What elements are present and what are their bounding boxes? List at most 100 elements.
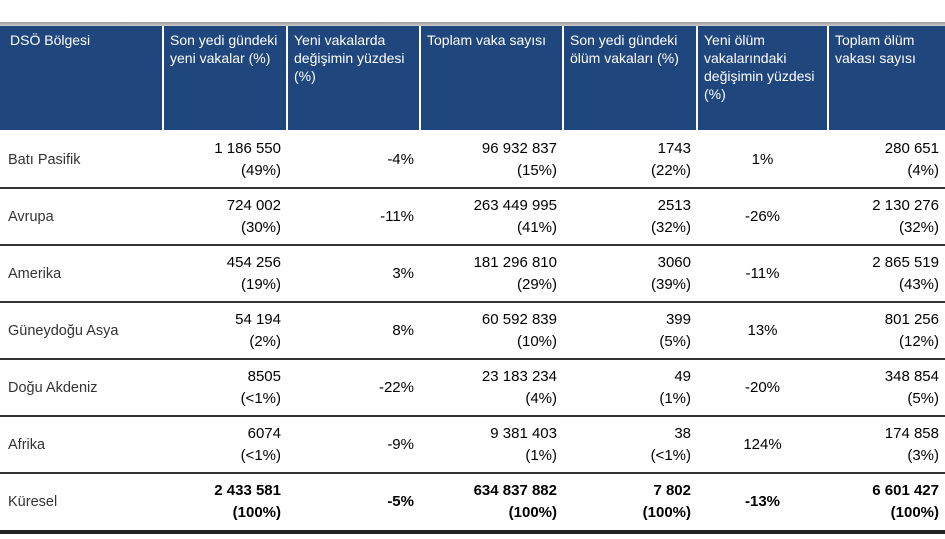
cell-death-change: 13% (697, 302, 828, 360)
change-value: -22% (378, 378, 414, 396)
table-row: Amerika 454 256 (19%) 3% 181 296 810 (29%) 306… (0, 245, 945, 303)
region-value: Güneydoğu Asya (8, 322, 119, 339)
cell-death-change: -11% (697, 245, 828, 303)
table-row: Batı Pasifik 1 186 550 (49%) -4% 96 932 837 (… (0, 130, 945, 189)
cell-region: Afrika (0, 416, 163, 474)
table-row: Güneydoğu Asya 54 194 (2%) 8% 60 592 839 (10%… (0, 302, 945, 360)
region-value: Avrupa (8, 208, 54, 225)
death-change-value: 1% (751, 150, 774, 168)
table-row: Doğu Akdeniz 8505 (<1%) -22% 23 183 234 (4%) 4… (0, 359, 945, 417)
total-deaths-pct-value: (4%) (907, 161, 939, 179)
deaths-pct-value: (5%) (659, 332, 691, 350)
change-value: 8% (392, 321, 414, 339)
cell-deaths: 49 (1%) (563, 359, 697, 417)
total-deaths-pct-value: (32%) (898, 218, 939, 236)
cell-death-change: 124% (697, 416, 828, 474)
region-value: Afrika (8, 436, 46, 453)
cell-region: Güneydoğu Asya (0, 302, 163, 360)
column-header: Son yedi gündeki yeni vakalar (%) (162, 26, 287, 131)
cell-total-deaths: 2 130 276 (32%) (828, 188, 945, 246)
death-change-value: -26% (744, 207, 781, 225)
deaths-pct-value: (39%) (650, 275, 691, 293)
total-cases-pct-value: (4%) (525, 389, 557, 407)
total-cases-value: 263 449 995 (473, 196, 557, 214)
change-value: -5% (387, 493, 414, 510)
column-header: Yeni vakalarda değişimin yüzdesi (%) (286, 26, 420, 131)
cell-new-cases: 1 186 550 (49%) (163, 130, 287, 189)
cell-total-cases: 96 932 837 (15%) (420, 130, 563, 189)
cell-change: 3% (287, 245, 420, 303)
cell-new-cases: 724 002 (30%) (163, 188, 287, 246)
new-cases-value: 6074 (247, 424, 281, 442)
cell-total-deaths: 280 651 (4%) (828, 130, 945, 189)
total-cases-value: 634 837 882 (473, 482, 557, 499)
cell-change: 8% (287, 302, 420, 360)
cell-deaths: 2513 (32%) (563, 188, 697, 246)
total-cases-value: 60 592 839 (481, 310, 557, 328)
cell-new-cases: 6074 (<1%) (163, 416, 287, 474)
total-cases-value: 23 183 234 (481, 367, 557, 385)
cell-change: -11% (287, 188, 420, 246)
total-cases-pct-value: (15%) (516, 161, 557, 179)
cell-death-change: -26% (697, 188, 828, 246)
deaths-value: 7 802 (653, 482, 691, 499)
deaths-value: 1743 (657, 139, 691, 157)
cell-new-cases: 2 433 581 (100%) (163, 473, 287, 534)
total-cases-value: 181 296 810 (473, 253, 557, 271)
total-deaths-value: 801 256 (884, 310, 939, 328)
total-deaths-pct-value: (100%) (890, 504, 939, 521)
column-header: Yeni ölüm vakalarındaki değişimin yüzdes… (696, 26, 828, 131)
new-cases-value: 8505 (247, 367, 281, 385)
total-deaths-pct-value: (5%) (907, 389, 939, 407)
change-value: -4% (387, 150, 414, 168)
total-deaths-value: 174 858 (884, 424, 939, 442)
cell-death-change: -13% (697, 473, 828, 534)
region-value: Batı Pasifik (8, 151, 81, 168)
table-row: Avrupa 724 002 (30%) -11% 263 449 995 (41%) 25… (0, 188, 945, 246)
total-deaths-value: 2 130 276 (872, 196, 939, 214)
cell-total-cases: 60 592 839 (10%) (420, 302, 563, 360)
cell-total-deaths: 2 865 519 (43%) (828, 245, 945, 303)
cell-region: Batı Pasifik (0, 130, 163, 189)
cell-deaths: 38 (<1%) (563, 416, 697, 474)
deaths-value: 2513 (657, 196, 691, 214)
deaths-pct-value: (1%) (659, 389, 691, 407)
cell-total-cases: 181 296 810 (29%) (420, 245, 563, 303)
cell-total-deaths: 348 854 (5%) (828, 359, 945, 417)
change-value: -11% (380, 207, 414, 225)
deaths-pct-value: (100%) (642, 504, 691, 521)
deaths-value: 49 (674, 367, 691, 385)
total-deaths-pct-value: (43%) (898, 275, 939, 293)
column-header: Toplam ölüm vakası sayısı (827, 26, 945, 131)
region-value: Küresel (8, 494, 58, 510)
cell-total-deaths: 801 256 (12%) (828, 302, 945, 360)
cell-total-deaths: 174 858 (3%) (828, 416, 945, 474)
new-cases-pct-value: (19%) (240, 275, 281, 293)
new-cases-value: 1 186 550 (214, 139, 281, 157)
deaths-pct-value: (32%) (650, 218, 691, 236)
new-cases-value: 54 194 (235, 310, 281, 328)
new-cases-value: 2 433 581 (214, 482, 281, 499)
new-cases-pct-value: (100%) (232, 504, 281, 521)
cell-total-cases: 23 183 234 (4%) (420, 359, 563, 417)
cell-region: Avrupa (0, 188, 163, 246)
new-cases-pct-value: (<1%) (240, 446, 281, 464)
total-cases-value: 96 932 837 (481, 139, 557, 157)
cell-deaths: 7 802 (100%) (563, 473, 697, 534)
cell-change: -4% (287, 130, 420, 189)
top-rule (0, 22, 945, 26)
total-deaths-pct-value: (3%) (907, 446, 939, 464)
cell-deaths: 399 (5%) (563, 302, 697, 360)
death-change-value: -20% (744, 378, 781, 396)
header-row: DSÖ Bölgesi Son yedi gündeki yeni vakalar… (0, 26, 945, 131)
cell-region: Doğu Akdeniz (0, 359, 163, 417)
change-value: 3% (392, 264, 414, 282)
death-change-value: 124% (743, 435, 782, 453)
total-cases-pct-value: (100%) (508, 504, 557, 521)
death-change-value: 13% (747, 321, 778, 339)
table-row: Afrika 6074 (<1%) -9% 9 381 403 (1%) 38 (<1%) 12… (0, 416, 945, 474)
new-cases-pct-value: (<1%) (240, 389, 281, 407)
column-header: Toplam vaka sayısı (419, 26, 563, 131)
total-deaths-value: 348 854 (884, 367, 939, 385)
who-region-covid-table: DSÖ Bölgesi Son yedi gündeki yeni vakalar… (0, 26, 945, 534)
